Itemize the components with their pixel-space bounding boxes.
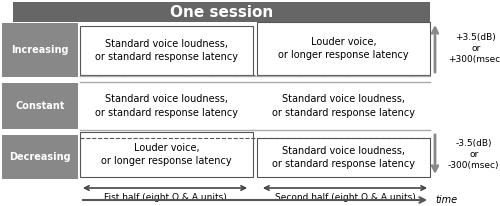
Text: Fist half (eight Q & A units): Fist half (eight Q & A units) xyxy=(104,192,226,201)
Text: Standard voice loudness,
or standard response latency: Standard voice loudness, or standard res… xyxy=(272,146,415,169)
Text: Increasing: Increasing xyxy=(11,45,69,55)
Bar xyxy=(80,26,253,75)
Text: Second half (eight Q & A units): Second half (eight Q & A units) xyxy=(274,192,416,201)
Bar xyxy=(2,83,78,129)
Bar xyxy=(80,132,253,177)
Bar xyxy=(2,135,78,179)
Text: One session: One session xyxy=(170,5,273,20)
Text: Louder voice,
or longer response latency: Louder voice, or longer response latency xyxy=(278,37,409,60)
Bar xyxy=(257,22,430,75)
Bar xyxy=(13,2,430,22)
Bar xyxy=(257,138,430,177)
Text: Standard voice loudness,
or standard response latency: Standard voice loudness, or standard res… xyxy=(272,94,415,118)
Text: Standard voice loudness,
or standard response latency: Standard voice loudness, or standard res… xyxy=(95,94,238,118)
Text: time: time xyxy=(435,195,457,205)
Text: Louder voice,
or longer response latency: Louder voice, or longer response latency xyxy=(101,143,232,166)
Text: Standard voice loudness,
or standard response latency: Standard voice loudness, or standard res… xyxy=(95,39,238,62)
Text: +3.5(dB)
or
+300(msec): +3.5(dB) or +300(msec) xyxy=(448,33,500,64)
Text: Decreasing: Decreasing xyxy=(9,152,71,162)
Text: Constant: Constant xyxy=(16,101,64,111)
Bar xyxy=(2,23,78,77)
Text: -3.5(dB)
or
-300(msec): -3.5(dB) or -300(msec) xyxy=(448,139,500,170)
